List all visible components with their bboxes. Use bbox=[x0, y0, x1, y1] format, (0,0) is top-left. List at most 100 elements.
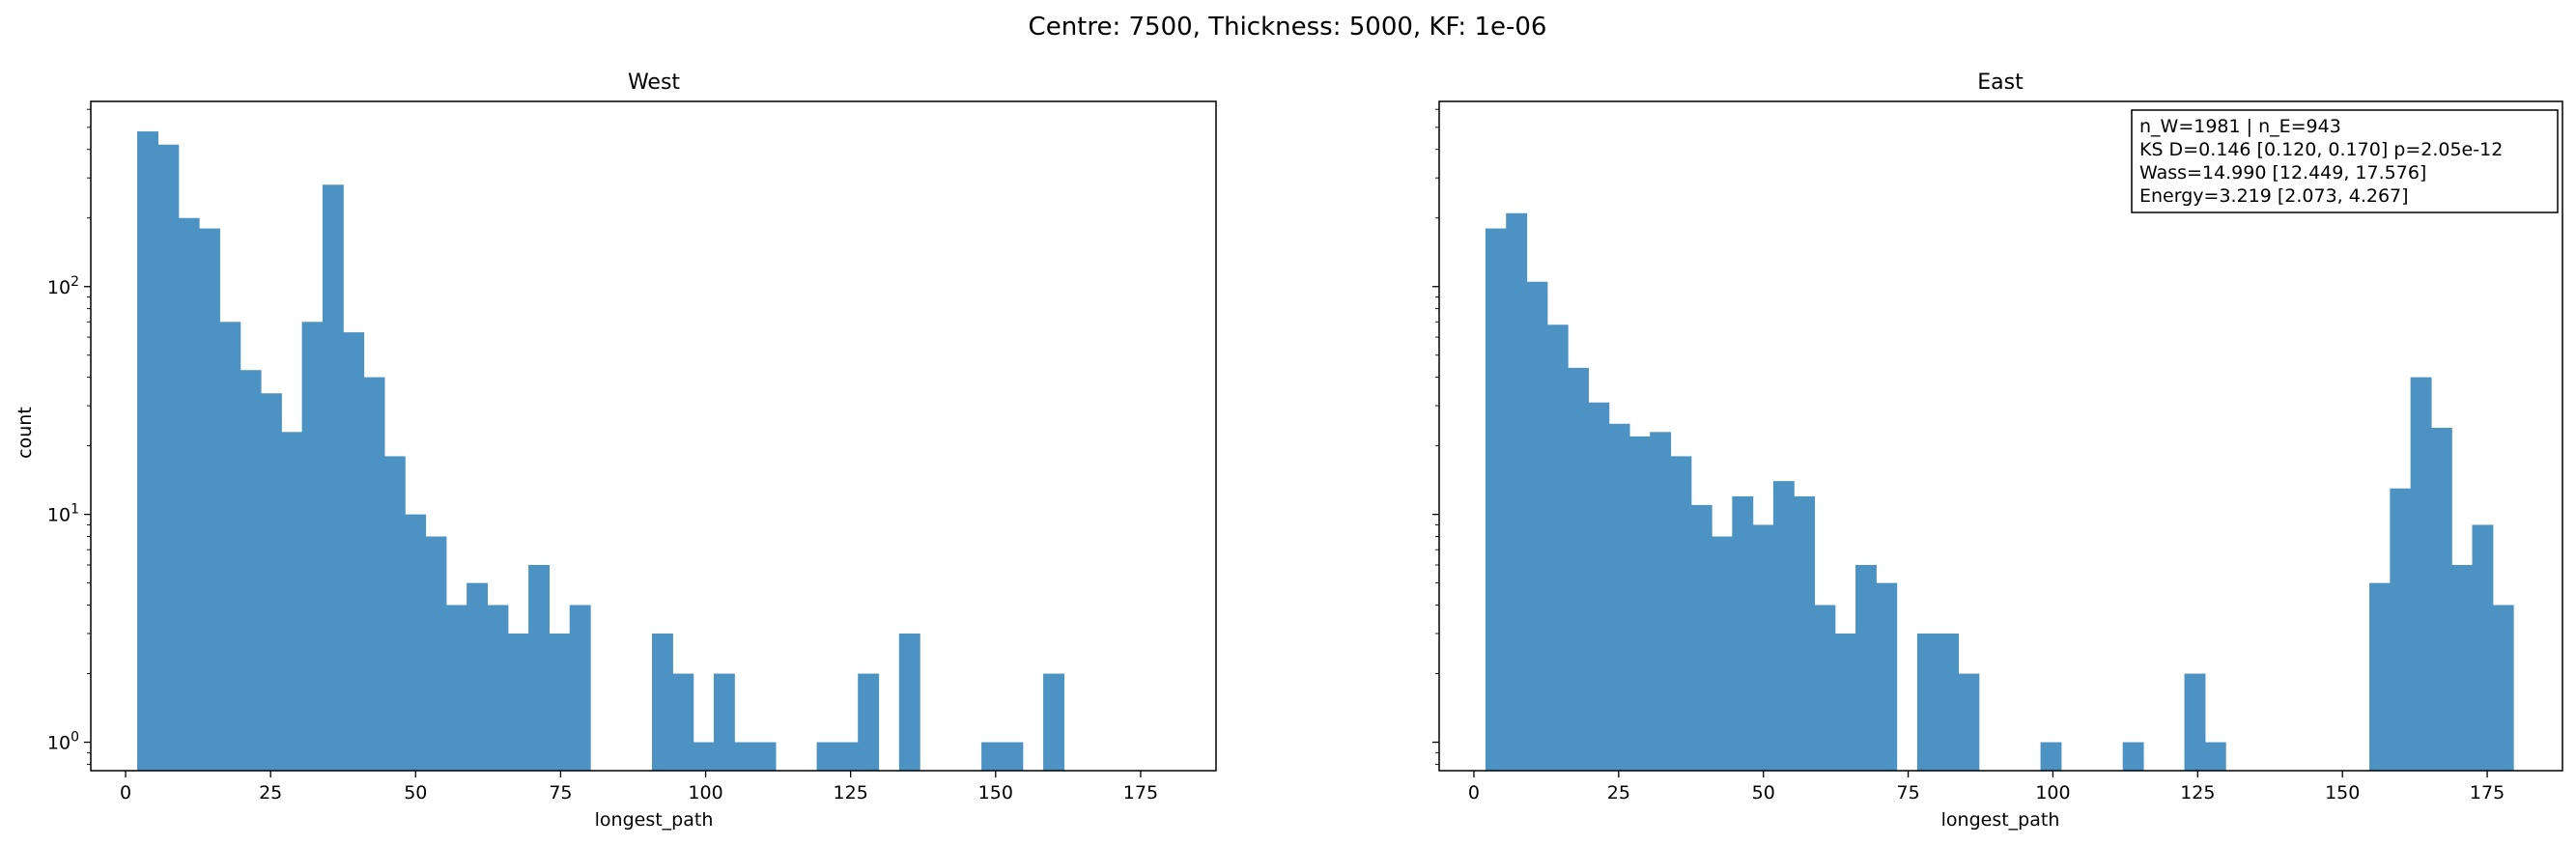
histogram-bar bbox=[816, 742, 838, 771]
histogram-bar bbox=[2184, 673, 2206, 771]
x-tick-label: 175 bbox=[1123, 782, 1158, 804]
x-tick-label: 0 bbox=[120, 782, 131, 804]
histogram-bar bbox=[405, 514, 427, 771]
histogram-bar bbox=[425, 536, 447, 771]
histogram-bar bbox=[1608, 423, 1630, 771]
histogram-bar bbox=[1916, 633, 1939, 771]
histogram-bar bbox=[1834, 633, 1856, 771]
y-tick-label: 101 bbox=[47, 502, 79, 526]
west-histogram-bars bbox=[137, 131, 1064, 772]
histogram-bar bbox=[2451, 564, 2474, 771]
histogram-bar bbox=[2410, 377, 2432, 771]
histogram-bar bbox=[1938, 633, 1960, 771]
x-tick-label: 75 bbox=[549, 782, 572, 804]
histogram-bar bbox=[383, 456, 406, 771]
histogram-bar bbox=[1958, 673, 1980, 771]
histogram-bar bbox=[487, 605, 509, 771]
histogram-bar bbox=[2430, 427, 2452, 771]
histogram-bar bbox=[734, 742, 756, 771]
histogram-bar bbox=[858, 673, 880, 771]
annotation-line-counts: n_W=1981 | n_E=943 bbox=[2139, 116, 2341, 137]
histogram-bar bbox=[1485, 228, 1507, 772]
histogram-bar bbox=[2369, 582, 2391, 771]
histogram-bar bbox=[137, 131, 158, 771]
histogram-bar bbox=[2204, 742, 2226, 771]
histogram-bar bbox=[1628, 436, 1651, 771]
west-title: West bbox=[628, 70, 680, 95]
histogram-bar bbox=[178, 217, 200, 771]
stats-annotation-box: n_W=1981 | n_E=943 KS D=0.146 [0.120, 0.… bbox=[2131, 109, 2559, 213]
annotation-line-wasserstein: Wass=14.990 [12.449, 17.576] bbox=[2139, 162, 2426, 183]
east-histogram-bars bbox=[1485, 212, 2514, 772]
histogram-bar bbox=[2390, 488, 2412, 771]
x-tick-label: 150 bbox=[2325, 782, 2360, 804]
histogram-bar bbox=[1772, 481, 1795, 771]
histogram-bar bbox=[549, 633, 571, 771]
histogram-bar bbox=[343, 332, 365, 771]
histogram-bar bbox=[240, 370, 262, 771]
west-axis-ticks: 0 25 50 75 100 125 150 175 100 101 102 bbox=[47, 108, 1158, 804]
histogram-bar bbox=[1794, 495, 1816, 771]
histogram-bar bbox=[693, 742, 715, 771]
histogram-bar bbox=[1855, 564, 1877, 771]
histogram-bar bbox=[754, 742, 777, 771]
histogram-bar bbox=[1814, 605, 1836, 771]
histogram-bar bbox=[672, 673, 694, 771]
east-title: East bbox=[1977, 70, 2024, 95]
east-panel: East longest_path 0 25 50 75 100 125 150 175 n_… bbox=[1432, 70, 2563, 831]
histogram-bar bbox=[219, 322, 241, 771]
histogram-bar bbox=[363, 377, 385, 771]
y-tick-label: 100 bbox=[47, 730, 79, 754]
histogram-bar bbox=[1712, 536, 1733, 771]
histogram-bar bbox=[322, 184, 344, 771]
histogram-bar bbox=[2122, 742, 2144, 771]
x-tick-label: 75 bbox=[1896, 782, 1919, 804]
east-axes-frame bbox=[1438, 100, 2563, 772]
histogram-bar bbox=[281, 432, 303, 771]
histogram-bar bbox=[836, 742, 859, 771]
histogram-bar bbox=[445, 605, 467, 771]
x-tick-label: 0 bbox=[1468, 782, 1480, 804]
histogram-bar bbox=[1546, 324, 1569, 771]
annotation-line-energy: Energy=3.219 [2.073, 4.267] bbox=[2139, 185, 2409, 207]
west-axes-frame bbox=[90, 100, 1217, 772]
annotation-line-ks: KS D=0.146 [0.120, 0.170] p=2.05e-12 bbox=[2139, 139, 2503, 160]
east-x-axis-label: longest_path bbox=[1941, 809, 2060, 831]
histogram-bar bbox=[898, 633, 920, 771]
x-tick-label: 100 bbox=[2035, 782, 2070, 804]
west-y-axis-label: count bbox=[14, 407, 36, 459]
y-tick-label: 102 bbox=[47, 274, 79, 298]
x-tick-label: 125 bbox=[834, 782, 868, 804]
histogram-bar bbox=[1043, 673, 1064, 771]
histogram-bar bbox=[981, 742, 1004, 771]
x-tick-label: 50 bbox=[404, 782, 427, 804]
histogram-bar bbox=[1526, 281, 1548, 771]
histogram-bar bbox=[652, 633, 673, 771]
histogram-bar bbox=[301, 322, 324, 771]
histogram-bar bbox=[2472, 524, 2494, 771]
histogram-bar bbox=[157, 144, 180, 772]
x-tick-label: 25 bbox=[1607, 782, 1630, 804]
east-axis-ticks: 0 25 50 75 100 125 150 175 bbox=[1432, 108, 2505, 804]
histogram-bar bbox=[2040, 742, 2062, 771]
x-tick-label: 175 bbox=[2470, 782, 2505, 804]
histogram-bar bbox=[1752, 524, 1774, 771]
histogram-bar bbox=[528, 564, 551, 771]
histogram-bar bbox=[1506, 212, 1528, 771]
histogram-bar bbox=[1732, 495, 1754, 771]
x-tick-label: 150 bbox=[978, 782, 1013, 804]
histogram-bar bbox=[199, 228, 220, 772]
stats-annotation-border bbox=[2131, 109, 2559, 213]
x-tick-label: 100 bbox=[688, 782, 722, 804]
histogram-bar bbox=[1650, 432, 1672, 771]
histogram-bar bbox=[1568, 367, 1589, 771]
histogram-bar bbox=[507, 633, 529, 771]
histogram-bar bbox=[260, 393, 282, 771]
histogram-bar bbox=[467, 582, 489, 771]
x-tick-label: 50 bbox=[1752, 782, 1775, 804]
histogram-bar bbox=[2492, 605, 2514, 771]
histogram-bar bbox=[1690, 504, 1713, 771]
west-x-axis-label: longest_path bbox=[595, 809, 714, 831]
histogram-bar bbox=[1588, 402, 1610, 771]
